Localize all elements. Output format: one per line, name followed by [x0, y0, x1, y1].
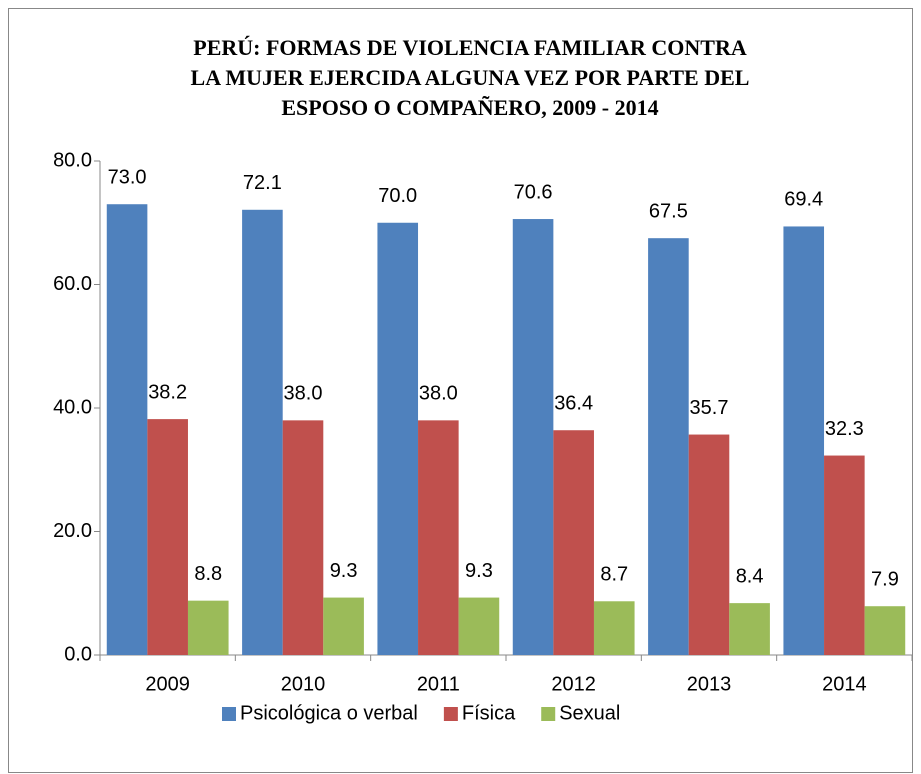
y-tick-label: 40.0	[53, 396, 92, 418]
data-label: 72.1	[243, 172, 282, 194]
data-label: 38.0	[419, 383, 458, 405]
legend-swatch	[443, 707, 458, 721]
chart-title: ESPOSO O COMPAÑERO, 2009 - 2014	[281, 95, 658, 120]
data-label: 70.0	[378, 185, 417, 207]
data-label: 38.2	[148, 381, 187, 403]
data-label: 67.5	[649, 200, 688, 222]
legend-label: Psicológica o verbal	[240, 702, 418, 724]
bar	[418, 420, 459, 655]
bar	[593, 601, 635, 655]
bar	[824, 455, 865, 655]
data-label: 32.3	[825, 418, 864, 440]
bar	[648, 238, 689, 655]
data-label: 9.3	[465, 560, 493, 582]
bar	[512, 219, 554, 656]
x-tick-label: 2014	[822, 673, 867, 695]
data-label: 73.0	[108, 167, 147, 189]
bar	[282, 420, 324, 655]
bar	[783, 226, 825, 655]
legend-swatch	[222, 707, 236, 721]
bar	[323, 597, 364, 655]
data-label: 38.0	[284, 383, 323, 405]
bar	[553, 430, 594, 655]
data-label: 9.3	[330, 560, 358, 582]
y-tick-label: 60.0	[53, 273, 92, 295]
bar	[242, 209, 283, 655]
data-label: 7.9	[871, 568, 899, 590]
legend-label: Sexual	[559, 702, 620, 724]
bar	[187, 600, 229, 655]
bar	[864, 606, 906, 655]
x-tick-label: 2010	[281, 673, 326, 695]
data-label: 8.4	[736, 565, 764, 587]
bar	[106, 204, 148, 655]
data-label: 36.4	[554, 393, 593, 415]
data-label: 69.4	[784, 189, 823, 211]
bar	[729, 603, 770, 655]
bar	[458, 597, 500, 655]
legend-swatch	[541, 707, 556, 721]
y-tick-label: 0.0	[64, 643, 92, 665]
bar	[377, 222, 419, 655]
data-label: 70.6	[514, 181, 553, 203]
x-tick-label: 2009	[145, 673, 190, 695]
x-tick-label: 2013	[687, 673, 732, 695]
data-label: 35.7	[690, 397, 729, 419]
bar	[688, 434, 730, 655]
legend-label: Física	[462, 702, 516, 724]
chart-title: LA MUJER EJERCIDA ALGUNA VEZ POR PARTE D…	[191, 65, 750, 90]
chart-title: PERÚ: FORMAS DE VIOLENCIA FAMILIAR CONTR…	[193, 35, 747, 60]
x-tick-label: 2012	[551, 673, 596, 695]
x-tick-label: 2011	[417, 673, 460, 695]
y-tick-label: 80.0	[53, 149, 92, 171]
bar	[147, 419, 188, 655]
data-label: 8.7	[600, 564, 628, 586]
y-tick-label: 20.0	[53, 520, 92, 542]
data-label: 8.8	[194, 563, 222, 585]
